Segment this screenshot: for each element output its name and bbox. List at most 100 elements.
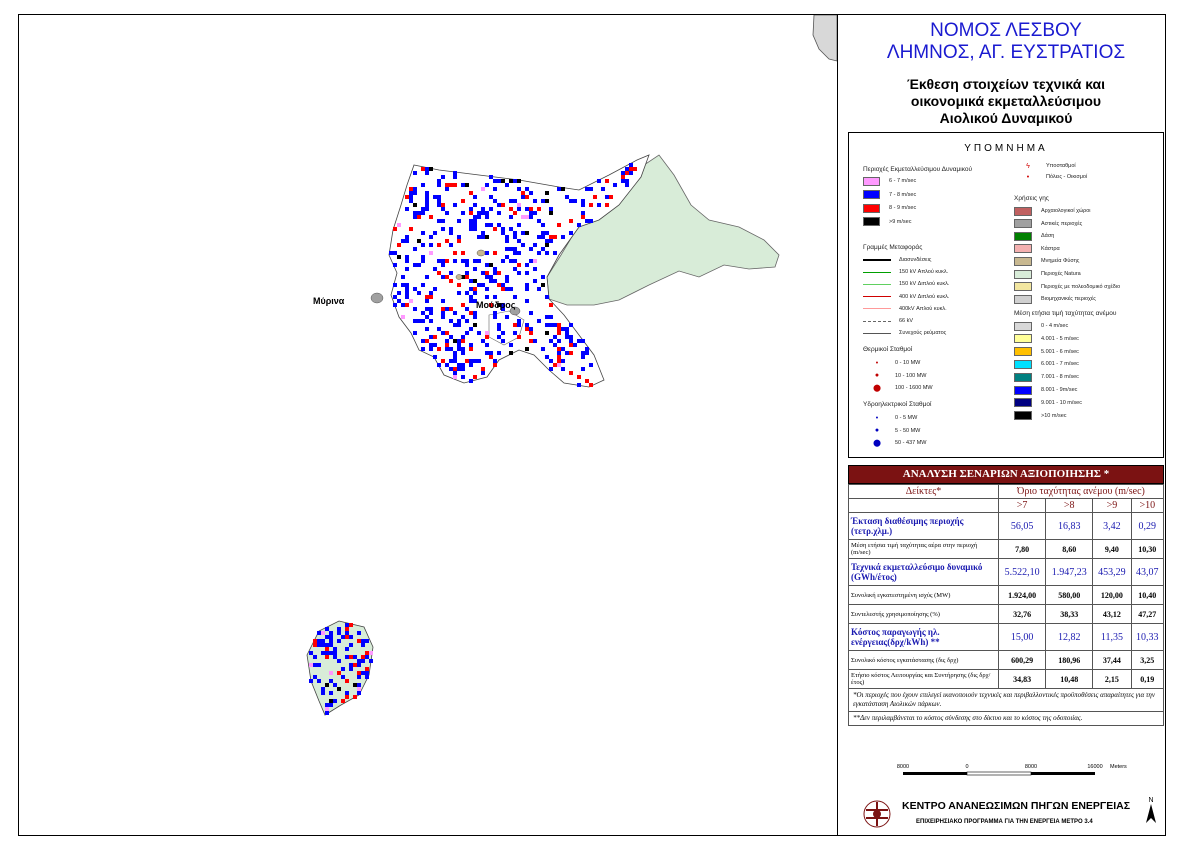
wind-cell [517,271,521,275]
wind-cell [517,251,521,255]
wind-cell [449,347,453,351]
wind-cell [565,351,569,355]
wind-cell [513,323,517,327]
wind-cell [469,227,473,231]
wind-cell [525,207,529,211]
wind-cell [425,327,429,331]
legend-item-mean-wind: 8.001 - 9m/sec [1014,385,1077,395]
wind-cell [453,351,457,355]
wind-cell [393,283,397,287]
wind-cell [473,203,477,207]
wind-cell [473,195,477,199]
legend-label: 50 - 437 MW [895,440,927,446]
wind-cell [325,711,329,715]
wind-cell [497,327,501,331]
wind-cell [433,231,437,235]
wind-cell [369,651,373,655]
wind-cell [325,627,329,631]
wind-cell [413,287,417,291]
wind-cell [569,323,573,327]
moudros-urban-area [509,306,521,316]
wind-cell [553,251,557,255]
wind-cell [469,191,473,195]
wind-cell [561,187,565,191]
wind-cell [553,335,557,339]
wind-cell [493,315,497,319]
wind-cell [357,631,361,635]
wind-cell [429,343,433,347]
wind-cell [557,359,561,363]
wind-cell [405,255,409,259]
analysis-table: Δείκτες* Όριο ταχύτητας ανέμου (m/sec) >… [848,484,1165,689]
wind-cell [485,287,489,291]
legend-label: 66 kV [899,318,914,324]
wind-cell [549,323,553,327]
legend-swatch [863,217,880,226]
island-map[interactable] [19,15,837,835]
wind-cell [389,251,393,255]
wind-cell [493,359,497,363]
row-value: 10,40 [1130,585,1165,605]
wind-cell [329,679,333,683]
wind-cell [505,183,509,187]
wind-cell [357,675,361,679]
wind-cell [537,207,541,211]
wind-cell [485,331,489,335]
wind-cell [473,291,477,295]
wind-cell [473,359,477,363]
wind-cell [409,187,413,191]
ag-efstratios-outline [306,620,374,716]
map-title: ΝΟΜΟΣ ΛΕΣΒΟΥ ΛΗΜΝΟΣ, ΑΓ. ΕΥΣΤΡΑΤΙΟΣ [848,20,1164,74]
wind-cell [541,283,545,287]
wind-cell [449,307,453,311]
row-value: 0,19 [1130,669,1165,689]
wind-cell [593,195,597,199]
wind-cell [409,195,413,199]
wind-cell [577,223,581,227]
legend-label: Αρχαιολογικοί χώροι [1041,208,1091,214]
scale-bar: 8000 0 8000 16000 Meters [897,764,1127,776]
wind-cell [405,259,409,263]
wind-cell [445,211,449,215]
wind-cell [461,335,465,339]
wind-cell [537,319,541,323]
wind-cell [509,351,513,355]
wind-cell [337,639,341,643]
legend-item-mean-wind: 6.001 - 7 m/sec [1014,359,1079,369]
wind-cell [345,631,349,635]
table-row: Μέση ετήσια τιμή ταχύτητας αέρα στην περ… [848,539,1165,559]
wind-cell [473,375,477,379]
subtitle-line-2: οικονομικά εκμεταλλεύσιμου [910,93,1102,109]
row-label: Συνολικό κόστος εγκατάστασης (δις δρχ) [848,650,999,670]
wind-cell [453,311,457,315]
islet [476,249,486,257]
wind-cell [437,203,441,207]
threshold-header: >8 [1045,498,1094,513]
wind-cell [485,223,489,227]
thermal-station-icon: ⬤ [873,384,881,392]
wind-cell [461,363,465,367]
wind-cell [329,635,333,639]
wind-cell [493,179,497,183]
wind-cell [457,219,461,223]
wind-cell [413,331,417,335]
wind-cell [317,643,321,647]
wind-cell [441,315,445,319]
wind-cell [401,239,405,243]
wind-cell [533,259,537,263]
legend-line-symbol [863,308,891,310]
wind-cell [457,283,461,287]
wind-cell [405,283,409,287]
wind-cell [429,311,433,315]
legend-item-thermal: ⬤ 100 - 1600 MW [863,383,933,393]
wind-cell [345,635,349,639]
blank-cell [848,498,999,513]
legend-label: Βιομηχανικές περιοχές [1041,296,1096,303]
wind-cell [441,175,445,179]
wind-cell [465,275,469,279]
wind-cell [581,355,585,359]
wind-cell [473,219,477,223]
legend-heading-landuse: Χρήσεις γης [1014,195,1049,202]
thresholds-row: >7 >8 >9 >10 [848,498,1165,513]
wind-cell [517,187,521,191]
